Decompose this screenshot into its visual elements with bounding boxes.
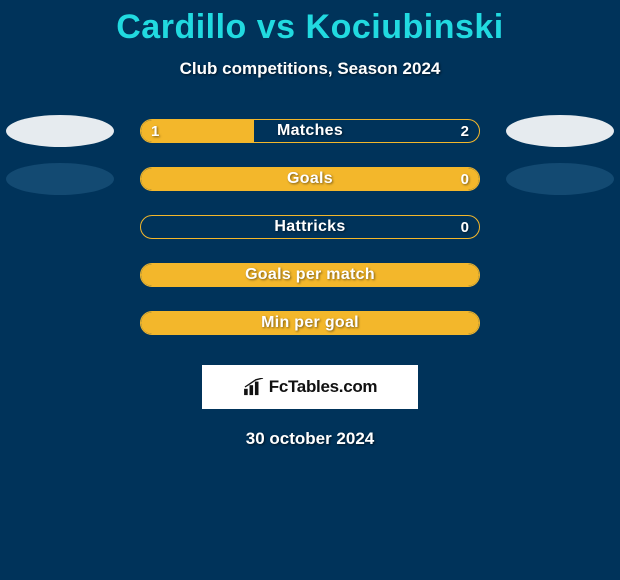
stat-bar: Goals0: [140, 167, 480, 191]
bar-value-right: 0: [461, 168, 469, 190]
bar-label: Min per goal: [141, 312, 479, 334]
stat-bar: Goals per match: [140, 263, 480, 287]
stat-row: Min per goal: [0, 311, 620, 335]
stat-row: Goals0: [0, 167, 620, 191]
left-ellipse: [6, 163, 114, 195]
page-title: Cardillo vs Kociubinski: [0, 8, 620, 47]
date-text: 30 october 2024: [0, 429, 620, 449]
bar-label: Matches: [141, 120, 479, 142]
bar-value-left: 1: [151, 120, 159, 142]
bar-label: Goals per match: [141, 264, 479, 286]
bar-label: Goals: [141, 168, 479, 190]
stat-bar: Min per goal: [140, 311, 480, 335]
right-ellipse: [506, 115, 614, 147]
stat-row: Goals per match: [0, 263, 620, 287]
chart-icon: [243, 378, 265, 396]
infographic-container: Cardillo vs Kociubinski Club competition…: [0, 0, 620, 449]
stat-row: Hattricks0: [0, 215, 620, 239]
right-ellipse: [506, 163, 614, 195]
bar-value-right: 2: [461, 120, 469, 142]
stat-rows: Matches12Goals0Hattricks0Goals per match…: [0, 119, 620, 335]
stat-bar: Matches1 2: [140, 119, 480, 143]
bar-value-right: 0: [461, 216, 469, 238]
left-ellipse: [6, 115, 114, 147]
stat-row: Matches1 2: [0, 119, 620, 143]
logo-text: FcTables.com: [269, 377, 378, 397]
subtitle: Club competitions, Season 2024: [0, 59, 620, 79]
stat-bar: Hattricks0: [140, 215, 480, 239]
logo-box: FcTables.com: [202, 365, 418, 409]
bar-label: Hattricks: [141, 216, 479, 238]
